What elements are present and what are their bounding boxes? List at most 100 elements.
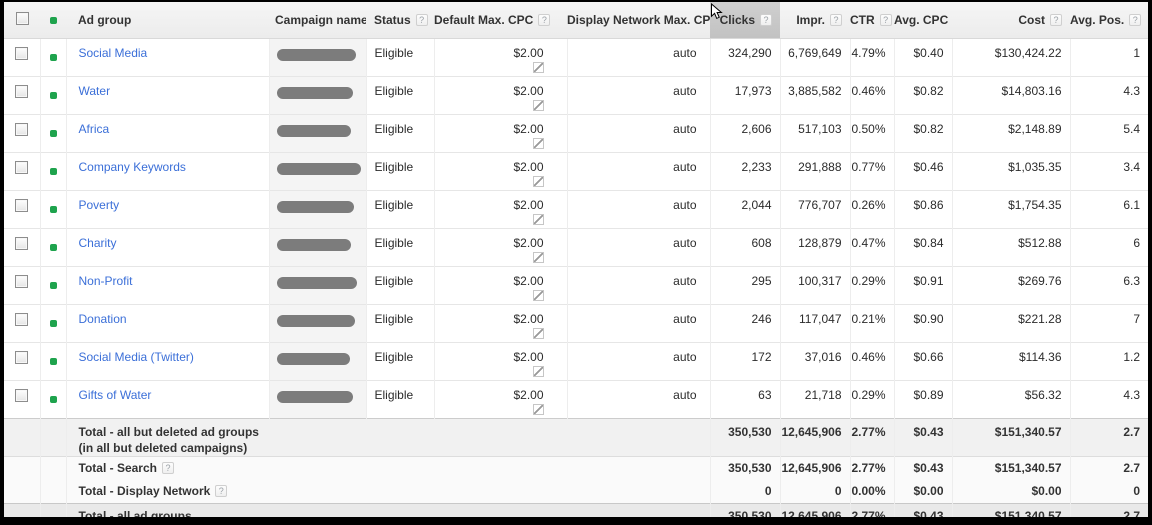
select-all-checkbox[interactable] — [15, 11, 29, 25]
row-status-dot-cell — [39, 151, 66, 190]
row-checkbox[interactable] — [15, 236, 29, 250]
edit-max-cpc-icon[interactable] — [532, 99, 544, 111]
edit-max-cpc-icon[interactable] — [532, 175, 544, 187]
avg-cpc-value: $0.66 — [893, 341, 952, 380]
ad-group-link[interactable]: Africa — [78, 121, 110, 136]
default-max-cpc-cell: $2.00 — [433, 303, 567, 342]
avg-pos-value: 6.1 — [1069, 189, 1148, 228]
default-max-cpc-value: $2.00 — [513, 273, 544, 288]
redacted-campaign-name — [276, 238, 351, 251]
clicks-total: 350,530 — [709, 502, 780, 517]
ad-group-link[interactable]: Non-Profit — [78, 273, 133, 288]
column-header-status[interactable]: Status? — [366, 2, 434, 39]
column-header-ctr[interactable]: CTR? — [850, 2, 894, 39]
empty-cell — [39, 455, 66, 480]
row-checkbox[interactable] — [15, 388, 29, 402]
help-icon[interactable]: ? — [760, 13, 772, 26]
column-header-avg-pos[interactable]: Avg. Pos.? — [1070, 2, 1148, 39]
help-icon[interactable]: ? — [1129, 13, 1142, 26]
ad-group-link[interactable]: Social Media — [78, 45, 148, 60]
ctr-total: 0.00% — [849, 479, 894, 504]
total-label: Total - all ad groups — [78, 508, 192, 523]
help-icon[interactable]: ? — [830, 13, 842, 26]
edit-max-cpc-icon[interactable] — [532, 213, 544, 225]
cost-value: $114.36 — [951, 341, 1070, 380]
row-checkbox[interactable] — [15, 312, 29, 326]
avg-pos-value: 6.3 — [1069, 265, 1148, 304]
campaign-name-cell — [268, 265, 366, 304]
help-icon[interactable]: ? — [415, 13, 428, 26]
ad-group-link[interactable]: Charity — [78, 235, 117, 250]
ad-group-link[interactable]: Social Media (Twitter) — [78, 349, 194, 364]
ad-group-table-row: Gifts of Water Eligible $2.00 auto 63 21… — [4, 379, 1148, 418]
row-status-dot-cell — [39, 38, 66, 76]
status-dot-icon — [49, 53, 57, 61]
ctr-value: 0.47% — [849, 227, 894, 266]
avg-cpc-total: $0.00 — [893, 479, 952, 504]
column-header-avg-cpc[interactable]: Avg. CPC? — [894, 2, 952, 39]
ad-group-cell: Company Keywords — [65, 151, 269, 190]
edit-max-cpc-icon[interactable] — [532, 61, 544, 73]
column-header-impressions[interactable]: Impr.? — [780, 2, 850, 39]
ad-group-link[interactable]: Company Keywords — [78, 159, 186, 174]
redacted-campaign-name — [276, 276, 357, 289]
row-status-dot-cell — [39, 227, 66, 266]
avg-pos-total: 2.7 — [1069, 502, 1148, 517]
help-icon[interactable]: ? — [879, 13, 892, 26]
column-header-campaign-name[interactable]: Campaign name — [269, 2, 366, 39]
display-network-max-cpc-value: auto — [566, 341, 710, 380]
default-max-cpc-value: $2.00 — [513, 83, 544, 98]
edit-max-cpc-icon[interactable] — [532, 251, 544, 263]
impressions-value: 128,879 — [779, 227, 850, 266]
status-value: Eligible — [365, 227, 434, 266]
display-network-max-cpc-value: auto — [566, 189, 710, 228]
column-header-label: Clicks — [719, 12, 755, 27]
edit-max-cpc-icon[interactable] — [532, 365, 544, 377]
row-checkbox-cell — [4, 227, 40, 266]
row-checkbox[interactable] — [15, 274, 29, 288]
column-header-default-max-cpc[interactable]: Default Max. CPC? — [434, 2, 567, 39]
total-label-cell: Total - Display Network? — [65, 479, 710, 504]
avg-cpc-value: $0.91 — [893, 265, 952, 304]
help-icon[interactable]: ? — [215, 485, 228, 498]
column-header-cost[interactable]: Cost? — [952, 2, 1070, 39]
ad-group-link[interactable]: Water — [78, 83, 111, 98]
help-icon[interactable]: ? — [538, 13, 551, 26]
total-row-all-ad-groups: Total - all ad groups 350,530 12,645,906… — [4, 502, 1148, 523]
ad-group-table-row: Non-Profit Eligible $2.00 auto 295 100,3… — [4, 265, 1148, 304]
ad-group-table-row: Poverty Eligible $2.00 auto 2,044 776,70… — [4, 189, 1148, 228]
row-checkbox[interactable] — [15, 46, 29, 60]
help-icon[interactable]: ? — [161, 461, 174, 474]
status-value: Eligible — [365, 303, 434, 342]
clicks-value: 2,044 — [709, 189, 780, 228]
status-dot-icon — [49, 129, 57, 137]
ad-groups-table: Ad group Campaign name Status? Default M… — [4, 2, 1148, 523]
edit-max-cpc-icon[interactable] — [532, 137, 544, 149]
ad-group-link[interactable]: Poverty — [78, 197, 120, 212]
row-status-dot-cell — [39, 379, 66, 418]
default-max-cpc-value: $2.00 — [513, 45, 544, 60]
help-icon[interactable]: ? — [1050, 13, 1062, 26]
row-checkbox[interactable] — [15, 198, 29, 212]
total-row-all-but-deleted: Total - all but deleted ad groups (in al… — [4, 417, 1148, 457]
row-status-dot-cell — [39, 75, 66, 114]
row-checkbox[interactable] — [15, 350, 29, 364]
default-max-cpc-value: $2.00 — [513, 197, 544, 212]
ad-group-cell: Social Media — [65, 38, 269, 76]
avg-pos-total: 0 — [1069, 479, 1148, 504]
column-header-ad-group[interactable]: Ad group — [66, 2, 269, 39]
edit-max-cpc-icon[interactable] — [532, 403, 544, 415]
row-checkbox[interactable] — [15, 122, 29, 136]
edit-max-cpc-icon[interactable] — [532, 327, 544, 339]
campaign-name-cell — [268, 151, 366, 190]
row-checkbox[interactable] — [15, 84, 29, 98]
ad-group-link[interactable]: Gifts of Water — [78, 387, 152, 402]
avg-pos-total: 2.7 — [1069, 417, 1148, 457]
row-checkbox[interactable] — [15, 160, 29, 174]
campaign-name-cell — [268, 379, 366, 418]
edit-max-cpc-icon[interactable] — [532, 289, 544, 301]
column-header-clicks[interactable]: Clicks? — [710, 2, 780, 39]
ad-group-link[interactable]: Donation — [78, 311, 127, 326]
column-header-display-network-max-cpc[interactable]: Display Network Max. CPC? — [567, 2, 710, 39]
avg-pos-value: 4.3 — [1069, 379, 1148, 418]
